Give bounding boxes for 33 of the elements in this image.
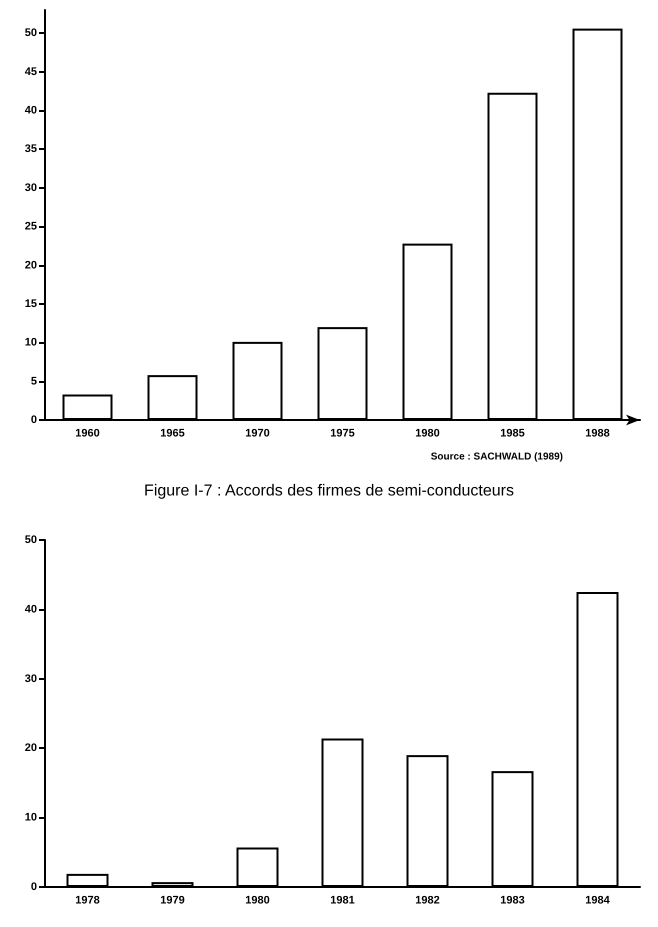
y-tick-label: 45 — [24, 66, 37, 78]
x-tick-label: 1984 — [585, 894, 611, 906]
y-tick-label: 30 — [24, 672, 37, 685]
x-tick-label: 1978 — [75, 894, 100, 906]
y-tick-label: 40 — [24, 104, 37, 117]
y-tick-label: 0 — [30, 881, 37, 893]
y-tick-label: 10 — [24, 812, 37, 824]
x-tick-label: 1970 — [245, 428, 270, 440]
y-tick-label: 20 — [24, 742, 37, 754]
x-tick-label: 1982 — [415, 894, 440, 906]
x-tick-label: 1980 — [415, 428, 440, 440]
y-tick-label: 10 — [24, 336, 37, 349]
y-tick-label: 40 — [24, 603, 37, 616]
x-tick-label: 1981 — [330, 894, 355, 906]
x-tick-label: 1985 — [500, 428, 525, 440]
x-tick-label: 1988 — [585, 428, 610, 440]
x-tick-label: 1965 — [160, 428, 185, 440]
y-tick-label: 30 — [24, 182, 37, 194]
y-tick-label: 15 — [24, 298, 37, 310]
x-tick-label: 1979 — [160, 894, 185, 906]
x-tick-label: 1975 — [330, 428, 355, 440]
y-tick-label: 0 — [30, 414, 37, 426]
y-tick-label: 20 — [24, 259, 37, 272]
x-tick-label: 1980 — [245, 894, 270, 906]
chart-title: Figure I-7 : Accords des firmes de semi-conducteurs — [144, 482, 514, 500]
y-tick-label: 5 — [30, 375, 37, 388]
x-tick-label: 1983 — [500, 894, 525, 906]
y-tick-label: 50 — [24, 534, 37, 546]
source-note: Source : SACHWALD (1989) — [430, 452, 564, 462]
y-tick-label: 50 — [24, 27, 37, 40]
y-tick-label: 25 — [24, 220, 37, 233]
y-tick-label: 35 — [24, 143, 37, 156]
x-tick-label: 1960 — [75, 428, 100, 440]
